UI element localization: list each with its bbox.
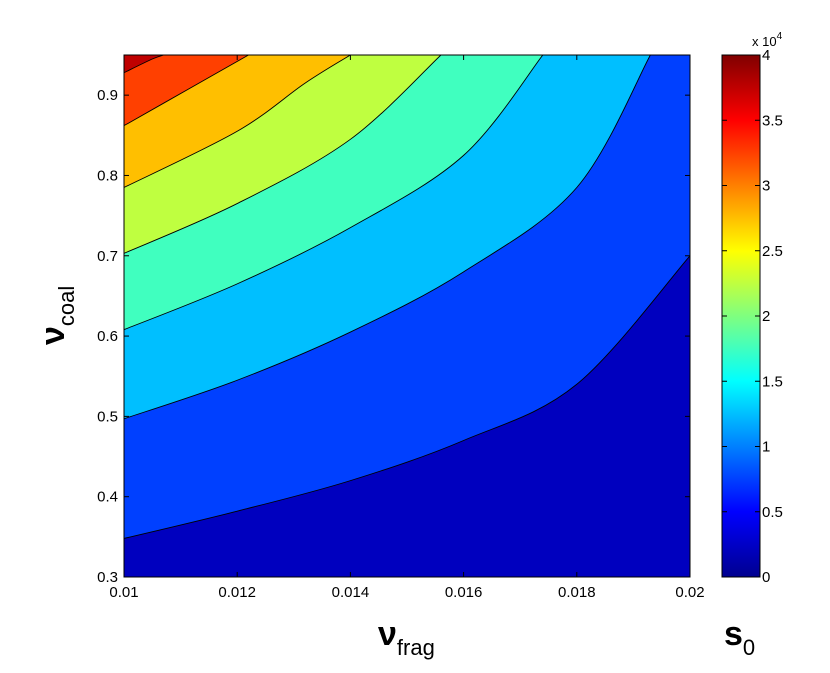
contour-lines [124,55,690,539]
colorbar-ticks: 0 0.5 1 1.5 2 2.5 3 3.5 4 [722,47,783,586]
colorbar-tick-label: 1 [762,439,770,456]
y-tick-label: 0.6 [97,328,118,345]
y-axis-ticks: 0.3 0.4 0.5 0.6 0.7 0.8 0.9 [97,87,690,586]
x-axis-label: νfrag [378,615,435,660]
colorbar-exponent-prefix: x 10 [752,34,777,49]
colorbar-tick-label: 0.5 [762,504,783,521]
x-axis-ticks: 0.01 0.012 0.014 0.016 0.018 0.02 [109,55,705,601]
contour-line-3.5 [124,55,164,74]
contour-line-0.5 [124,255,690,539]
colorbar-tick-label: 3 [762,178,770,195]
y-tick-label: 0.8 [97,167,118,184]
colorbar-label: s0 [724,615,755,660]
colorbar-tick-label: 2.5 [762,243,783,260]
colorbar-tick-label: 4 [762,47,770,64]
contour-line-3 [124,55,249,127]
colorbar-label-subscript: 0 [743,635,755,660]
y-axis-label-subscript: coal [54,286,79,326]
x-tick-label: 0.018 [558,584,596,601]
colorbar-exponent: x 104 [752,31,783,49]
colorbar-tick-label: 3.5 [762,112,783,129]
x-tick-label: 0.02 [675,584,704,601]
y-tick-label: 0.9 [97,87,118,104]
colorbar-tick-label: 0 [762,569,770,586]
x-tick-label: 0.012 [218,584,256,601]
x-axis-label-subscript: frag [397,635,435,660]
y-tick-label: 0.4 [97,489,118,506]
colorbar-tick-label: 1.5 [762,373,783,390]
colorbar-label-symbol: s [724,615,743,653]
contour-line-1.5 [124,55,544,331]
x-tick-label: 0.016 [445,584,483,601]
colorbar: 00.511.522.533.54 x 104 s0 [721,31,783,660]
colorbar-tick-label: 2 [762,308,770,325]
contour-fills [124,55,690,577]
x-axis-label-symbol: ν [378,615,397,653]
contour-line-2.5 [124,55,351,188]
y-tick-label: 0.3 [97,569,118,586]
y-tick-label: 0.5 [97,408,118,425]
x-tick-label: 0.014 [332,584,370,601]
contour-line-2 [124,55,442,254]
colorbar-gradient [722,55,760,577]
contour-band-7 [124,55,164,73]
contour-line-1 [124,55,651,420]
x-tick-label: 0.01 [109,584,138,601]
y-axis-label: νcoal [34,286,79,345]
y-tick-label: 0.7 [97,248,118,265]
y-axis-label-symbol: ν [34,326,72,345]
colorbar-exponent-power: 4 [777,31,783,42]
plot-area: 0.01 0.012 0.014 0.016 0.018 0.02 0.30.40.50.… [97,54,705,601]
plot-frame [123,54,691,578]
